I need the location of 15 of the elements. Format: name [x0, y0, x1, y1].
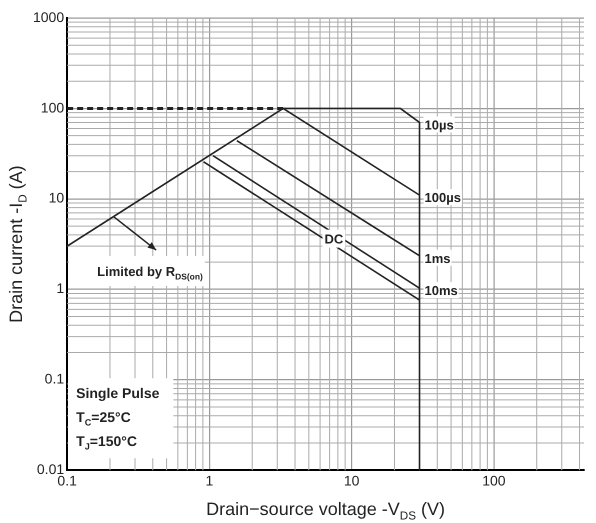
y-tick-label: 1	[56, 280, 64, 296]
x-tick-label: 10	[344, 472, 360, 488]
y-tick-label: 10	[48, 190, 64, 206]
y-axis-title: Drain current -ID (A)	[6, 165, 30, 323]
annotation: DC	[324, 232, 344, 247]
series-label: 1ms	[424, 250, 451, 266]
y-tick-label: 1000	[32, 8, 64, 25]
x-tick-label: 1	[205, 472, 214, 488]
series-label: 100µs	[424, 190, 461, 206]
y-tick-label: 100	[40, 99, 64, 116]
annotation: Single Pulse	[76, 385, 160, 402]
x-tick-label: 100	[482, 472, 506, 488]
series-label: 10µs	[424, 117, 454, 132]
series-label: 10ms	[424, 283, 458, 298]
y-tick-label: 0.1	[44, 370, 64, 387]
